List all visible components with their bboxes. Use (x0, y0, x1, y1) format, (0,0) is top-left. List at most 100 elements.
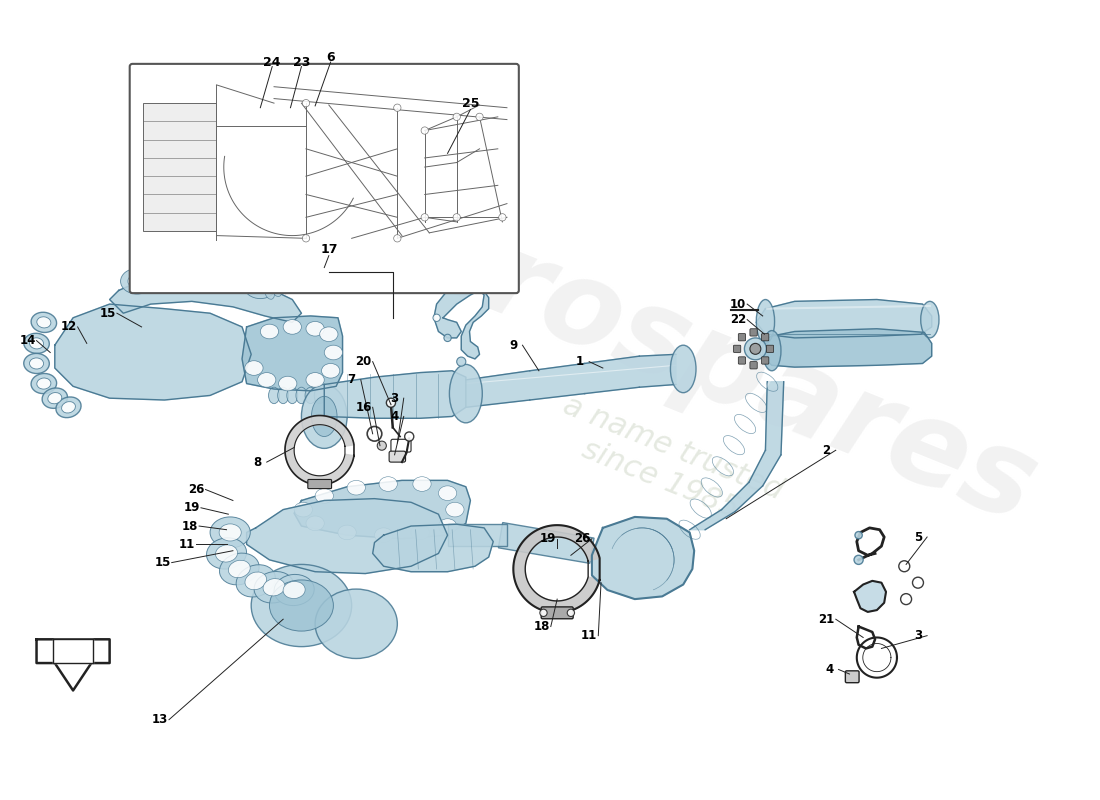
Ellipse shape (301, 385, 348, 449)
Ellipse shape (296, 387, 307, 404)
FancyBboxPatch shape (761, 334, 769, 341)
Polygon shape (465, 354, 675, 407)
Text: 19: 19 (184, 502, 200, 514)
Ellipse shape (305, 387, 316, 404)
Polygon shape (854, 581, 886, 612)
Ellipse shape (321, 363, 340, 378)
Polygon shape (246, 498, 448, 574)
Polygon shape (242, 316, 342, 391)
Ellipse shape (446, 502, 464, 517)
Ellipse shape (251, 278, 270, 293)
Text: 4: 4 (390, 410, 398, 423)
Text: 15: 15 (100, 306, 116, 320)
Text: eurospares: eurospares (318, 162, 1053, 547)
Text: 2: 2 (823, 444, 830, 457)
Circle shape (453, 113, 461, 121)
Ellipse shape (278, 376, 297, 391)
Ellipse shape (283, 582, 305, 598)
Text: 18: 18 (182, 519, 198, 533)
Ellipse shape (236, 565, 275, 597)
Ellipse shape (412, 477, 431, 491)
Circle shape (913, 578, 924, 588)
Ellipse shape (315, 489, 333, 503)
Polygon shape (757, 299, 932, 338)
FancyBboxPatch shape (846, 671, 859, 682)
Polygon shape (55, 304, 251, 400)
FancyBboxPatch shape (541, 607, 573, 618)
Text: 20: 20 (355, 355, 372, 368)
Ellipse shape (294, 502, 312, 517)
Ellipse shape (286, 277, 296, 291)
FancyBboxPatch shape (761, 357, 769, 364)
Ellipse shape (42, 388, 67, 408)
Text: 25: 25 (462, 97, 480, 110)
Ellipse shape (217, 264, 250, 290)
Ellipse shape (153, 261, 186, 286)
Ellipse shape (245, 361, 263, 375)
Ellipse shape (223, 270, 242, 284)
Circle shape (421, 127, 428, 134)
Text: 3: 3 (390, 392, 398, 405)
Text: 15: 15 (154, 556, 170, 569)
Ellipse shape (379, 477, 397, 491)
Ellipse shape (315, 589, 397, 658)
FancyBboxPatch shape (750, 362, 757, 369)
Text: 21: 21 (818, 613, 835, 626)
Ellipse shape (268, 387, 279, 404)
Circle shape (394, 104, 402, 111)
Text: 23: 23 (293, 55, 310, 69)
Circle shape (568, 609, 574, 617)
Ellipse shape (56, 397, 81, 418)
Circle shape (854, 555, 864, 565)
Ellipse shape (31, 374, 56, 394)
Ellipse shape (216, 545, 238, 562)
Circle shape (386, 398, 396, 407)
Polygon shape (433, 283, 488, 359)
Ellipse shape (207, 538, 246, 569)
Circle shape (899, 561, 910, 572)
Circle shape (901, 594, 912, 605)
Text: 3: 3 (914, 629, 922, 642)
Text: 4: 4 (825, 663, 834, 676)
Polygon shape (36, 639, 110, 690)
Text: 8: 8 (253, 456, 262, 469)
Polygon shape (373, 524, 493, 572)
Text: 1: 1 (576, 355, 584, 368)
Ellipse shape (306, 373, 324, 387)
Circle shape (302, 99, 309, 106)
Ellipse shape (757, 299, 774, 343)
Circle shape (750, 343, 761, 354)
Circle shape (433, 314, 440, 322)
Text: 19: 19 (540, 532, 557, 546)
Ellipse shape (439, 486, 456, 501)
FancyBboxPatch shape (767, 345, 773, 353)
Text: 26: 26 (574, 532, 591, 546)
Ellipse shape (439, 518, 456, 534)
Polygon shape (53, 639, 94, 663)
Text: 16: 16 (355, 401, 372, 414)
Polygon shape (285, 415, 354, 485)
Text: 6: 6 (327, 51, 336, 64)
Ellipse shape (261, 324, 278, 339)
Ellipse shape (210, 517, 251, 548)
Ellipse shape (30, 338, 44, 349)
Text: 17: 17 (320, 242, 338, 256)
Ellipse shape (324, 345, 342, 360)
FancyBboxPatch shape (750, 329, 757, 336)
Circle shape (394, 234, 402, 242)
Circle shape (377, 441, 386, 450)
Circle shape (444, 334, 451, 342)
Circle shape (421, 214, 428, 221)
Circle shape (302, 234, 309, 242)
Text: 9: 9 (509, 338, 517, 352)
Text: 13: 13 (152, 713, 168, 726)
Ellipse shape (374, 528, 393, 542)
Ellipse shape (320, 327, 338, 342)
FancyBboxPatch shape (390, 439, 411, 452)
Text: 10: 10 (730, 298, 746, 310)
Ellipse shape (306, 516, 324, 530)
Ellipse shape (24, 334, 50, 354)
Ellipse shape (219, 524, 241, 541)
Polygon shape (498, 522, 594, 563)
Ellipse shape (220, 553, 260, 585)
